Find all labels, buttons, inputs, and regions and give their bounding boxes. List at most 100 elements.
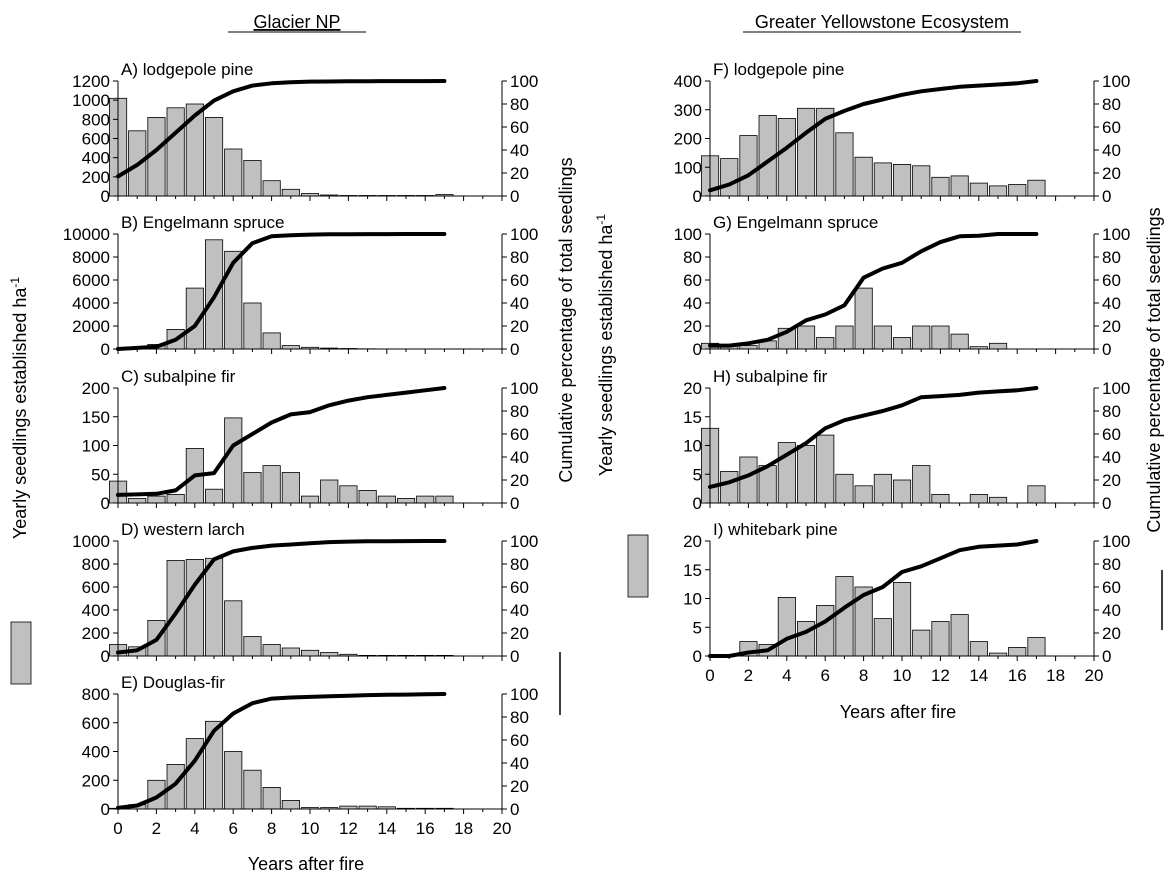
- panel-g-y2tick-label: 60: [1102, 271, 1121, 290]
- panel-h-bar-7: [835, 473, 854, 504]
- panel-b: 0 2000 4000 6000 8000 10000 0 20 40 60 80 100 B) Eng…: [63, 213, 539, 359]
- panel-e-xtick-label: 16: [416, 819, 435, 838]
- panel-f-bar-14: [969, 182, 988, 197]
- panel-g-bar-13: [950, 333, 969, 350]
- panel-a-y2tick-label: 20: [510, 164, 529, 183]
- panel-h-y2tick-label: 100: [1102, 379, 1130, 398]
- panel-i-ytick-label: 10: [683, 590, 702, 609]
- panel-i-bar-14: [969, 641, 988, 657]
- panel-i-cumulative-line: [708, 539, 1039, 658]
- panel-b-bar-9: [281, 345, 300, 350]
- panel-d-ytick-label: 0: [101, 647, 110, 666]
- panel-c-bar-14: [377, 495, 396, 504]
- panel-c-ytick-label: 200: [82, 379, 110, 398]
- panel-g-y2tick-label: 20: [1102, 317, 1121, 336]
- panel-d-bar-8: [262, 644, 281, 657]
- panel-i-bar-6: [816, 605, 835, 657]
- panel-h-bar-2: [739, 456, 758, 504]
- panel-e-bar-8: [262, 787, 281, 810]
- panel-a-ytick-label: 200: [82, 168, 110, 187]
- panel-i-xtick-label: 10: [893, 666, 912, 685]
- panel-d-title: D) western larch: [121, 520, 245, 539]
- panel-g-bar-10: [893, 337, 912, 350]
- panel-h-bar-8: [854, 485, 873, 504]
- panel-e-xtick-label: 2: [152, 819, 161, 838]
- right-ylabel-glacier: Cumulative percentage of total seedlings: [556, 157, 576, 482]
- panel-a-ytick-label: 800: [82, 110, 110, 129]
- panel-g-ytick-label: 0: [693, 340, 702, 359]
- panel-e-title: E) Douglas-fir: [121, 673, 225, 692]
- legend-bar-symbol-yellowstone: [627, 534, 649, 598]
- panel-c-y2tick-label: 40: [510, 448, 529, 467]
- panel-i-xtick-label: 2: [744, 666, 753, 685]
- panel-c-bar-8: [262, 465, 281, 504]
- panel-f-bar-15: [989, 185, 1008, 197]
- xlabel-yellowstone: Years after fire: [840, 702, 956, 722]
- panel-e-xtick-label: 18: [454, 819, 473, 838]
- panel-i-xtick-label: 14: [969, 666, 988, 685]
- panel-b-ytick-label: 10000: [63, 225, 110, 244]
- panel-b-ytick-label: 8000: [72, 248, 110, 267]
- panel-g-bar-11: [912, 325, 931, 350]
- panel-f-bar-8: [854, 156, 873, 197]
- panel-i-xtick-label: 20: [1085, 666, 1104, 685]
- panel-c-y2tick-label: 0: [510, 494, 519, 513]
- panel-e-xtick-label: 6: [228, 819, 237, 838]
- panel-f-y2tick-label: 40: [1102, 141, 1121, 160]
- panel-a-bar-6: [224, 148, 243, 197]
- panel-h-bar-12: [931, 493, 950, 504]
- panel-e-bar-7: [243, 769, 262, 810]
- panel-i-xtick-label: 16: [1008, 666, 1027, 685]
- panel-f-bar-9: [873, 162, 892, 197]
- panel-d-ytick-label: 200: [82, 624, 110, 643]
- panel-b-title: B) Engelmann spruce: [121, 213, 284, 232]
- xlabel-glacier: Years after fire: [248, 854, 364, 874]
- panel-e-y2tick-label: 40: [510, 754, 529, 773]
- panel-h-bar-9: [873, 473, 892, 504]
- panel-c-bar-17: [435, 495, 454, 504]
- panel-a-bar-3: [166, 107, 185, 197]
- panel-f-bar-1: [720, 158, 739, 197]
- panel-i-xtick-label: 18: [1046, 666, 1065, 685]
- panel-g-bar-12: [931, 325, 950, 350]
- panel-c-bar-13: [358, 489, 377, 504]
- panel-f-bar-12: [931, 176, 950, 197]
- panel-h-ytick-label: 15: [683, 408, 702, 427]
- panel-i-xtick-label: 0: [705, 666, 714, 685]
- panel-d-ytick-label: 400: [82, 601, 110, 620]
- panel-g: 0 20 40 60 80 100 0 20 40 60 80 100 G) Engelmann spr…: [674, 213, 1131, 359]
- panel-h: 0 5 10 15 20 0 20 40 60 80 100 H) subalpine fir: [683, 367, 1130, 513]
- panel-b-bar-7: [243, 302, 262, 350]
- panel-h-ytick-label: 20: [683, 379, 702, 398]
- panel-e-xtick-label: 10: [301, 819, 320, 838]
- panel-d-bar-6: [224, 600, 243, 657]
- panel-i-bar-4: [777, 597, 796, 657]
- panel-b-y2tick-label: 20: [510, 317, 529, 336]
- panel-d: 0 200 400 600 800 1000 0 20 40 60 80 100 D) western …: [72, 520, 538, 666]
- panel-d-ytick-label: 800: [82, 555, 110, 574]
- panel-i-title: I) whitebark pine: [713, 520, 838, 539]
- panel-h-y2tick-label: 0: [1102, 494, 1111, 513]
- column-title-glacier: Glacier NP: [253, 12, 340, 32]
- panel-e-ytick-label: 200: [82, 771, 110, 790]
- panel-f-ytick-label: 300: [674, 101, 702, 120]
- panel-c-bar-10: [300, 495, 320, 504]
- panel-c-bar-1: [128, 497, 147, 504]
- panel-c-ytick-label: 100: [82, 437, 110, 456]
- panel-f-cumulative-line: [708, 79, 1039, 193]
- panel-f-bar-7: [835, 132, 854, 197]
- panel-d-bar-3: [166, 560, 185, 657]
- panel-c-ytick-label: 0: [101, 494, 110, 513]
- panel-f-bar-5: [797, 107, 816, 197]
- panel-c-y2tick-label: 60: [510, 425, 529, 444]
- panel-f-y2tick-label: 100: [1102, 72, 1130, 91]
- panel-c-ytick-label: 50: [91, 465, 110, 484]
- panel-g-ytick-label: 60: [683, 271, 702, 290]
- panel-c-bar-6: [224, 417, 243, 504]
- panel-e-bar-9: [281, 800, 300, 810]
- panel-i-bar-16: [1008, 647, 1027, 657]
- panel-h-cumulative-line: [708, 386, 1039, 489]
- panel-d-y2tick-label: 20: [510, 624, 529, 643]
- panel-g-ytick-label: 40: [683, 294, 702, 313]
